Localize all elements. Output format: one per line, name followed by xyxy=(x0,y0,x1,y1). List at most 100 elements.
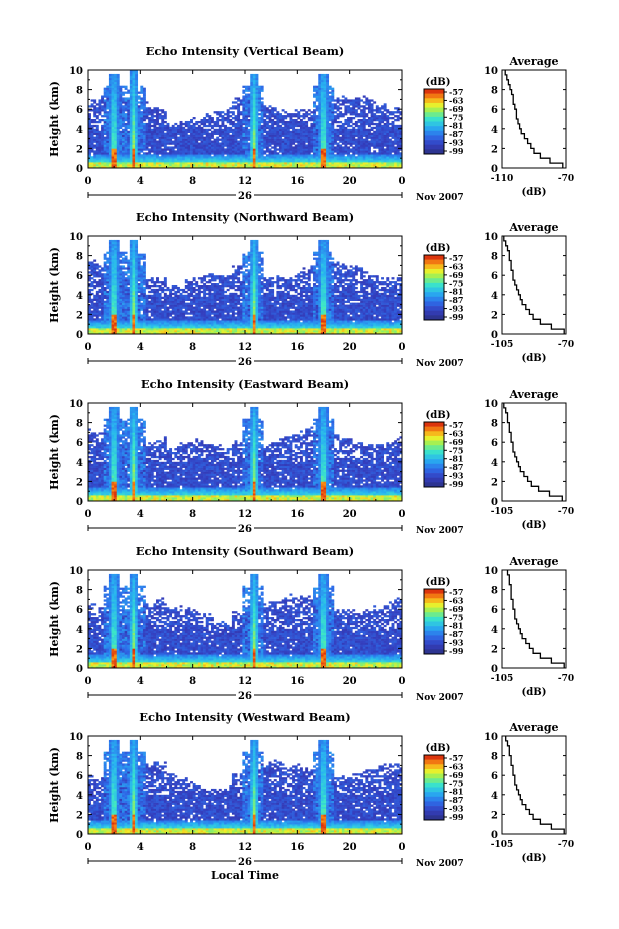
heatmap-cell xyxy=(273,109,277,112)
heatmap-cell xyxy=(381,130,384,134)
heatmap-cell xyxy=(116,140,120,143)
heatmap-cell xyxy=(145,113,149,116)
heatmap-cell xyxy=(135,318,139,321)
heatmap-cell xyxy=(297,164,301,167)
heatmap-cell xyxy=(171,124,175,128)
heatmap-cell xyxy=(373,164,377,167)
heatmap-cell xyxy=(108,111,112,114)
heatmap-cell xyxy=(349,142,353,145)
heatmap-cell xyxy=(250,89,254,92)
heatmap-cell xyxy=(391,162,395,165)
heatmap-cell xyxy=(111,292,115,296)
heatmap-cell xyxy=(190,128,193,132)
heatmap-cell xyxy=(195,128,199,132)
heatmap-cell xyxy=(226,142,230,145)
heatmap-cell xyxy=(98,269,102,272)
heatmap-cell xyxy=(119,124,123,128)
heatmap-cell xyxy=(124,97,128,100)
heatmap-cell xyxy=(318,136,322,139)
heatmap-cell xyxy=(119,107,123,110)
heatmap-cell xyxy=(158,136,162,139)
heatmap-cell xyxy=(370,107,374,110)
heatmap-cell xyxy=(132,330,136,333)
heatmap-cell xyxy=(111,128,115,132)
heatmap-cell xyxy=(292,122,296,126)
heatmap-cell xyxy=(360,132,364,135)
heatmap-cell xyxy=(174,164,178,167)
heatmap-cell xyxy=(313,119,316,122)
heatmap-cell xyxy=(114,324,118,327)
heatmap-cell xyxy=(171,154,175,157)
heatmap-cell xyxy=(394,138,398,141)
heatmap-cell xyxy=(127,318,131,321)
heatmap-cell xyxy=(216,154,220,157)
heatmap-cell xyxy=(153,140,157,143)
heatmap-cell xyxy=(88,140,91,143)
heatmap-cell xyxy=(200,122,204,126)
heatmap-cell xyxy=(140,314,144,317)
x-tick-label: 16 xyxy=(290,176,304,187)
heatmap-cell xyxy=(132,239,136,243)
heatmap-cell xyxy=(187,154,191,157)
heatmap-cell xyxy=(388,140,392,143)
heatmap-cell xyxy=(281,154,285,157)
heatmap-cell xyxy=(174,154,178,157)
heatmap-cell xyxy=(187,150,191,153)
heatmap-cell xyxy=(187,120,191,124)
heatmap-cell xyxy=(286,160,290,163)
heatmap-cell xyxy=(135,77,139,81)
heatmap-cell xyxy=(305,130,309,134)
heatmap-cell xyxy=(208,150,212,153)
heatmap-cell xyxy=(132,318,136,321)
heatmap-cell xyxy=(135,281,139,284)
heatmap-cell xyxy=(95,150,99,153)
heatmap-cell xyxy=(294,115,298,118)
heatmap-cell xyxy=(250,144,254,147)
heatmap-cell xyxy=(281,144,285,147)
heatmap-cell xyxy=(122,273,125,276)
heatmap-cell xyxy=(394,150,398,153)
heatmap-cell xyxy=(137,261,141,264)
heatmap-cell xyxy=(158,320,162,323)
heatmap-cell xyxy=(150,308,154,311)
heatmap-cell xyxy=(127,97,131,100)
heatmap-cell xyxy=(108,134,112,137)
heatmap-cell xyxy=(289,146,293,149)
heatmap-cell xyxy=(101,269,104,272)
heatmap-cell xyxy=(116,111,120,114)
heatmap-cell xyxy=(357,142,361,145)
heatmap-cell xyxy=(156,148,159,151)
heatmap-cell xyxy=(95,292,99,296)
heatmap-cell xyxy=(90,273,94,276)
heatmap-cell xyxy=(276,158,280,161)
heatmap-cell xyxy=(116,93,120,96)
heatmap-cell xyxy=(336,134,340,137)
heatmap-cell xyxy=(313,144,316,147)
colorbar-segment xyxy=(424,89,444,94)
heatmap-cell xyxy=(245,166,248,169)
heatmap-cell xyxy=(98,120,102,124)
heatmap-cell xyxy=(142,144,146,147)
heatmap-cell xyxy=(373,117,377,120)
heatmap-cell xyxy=(255,132,259,135)
heatmap-cell xyxy=(111,281,115,284)
heatmap-cell xyxy=(169,134,173,137)
heatmap-cell xyxy=(349,164,353,167)
heatmap-cell xyxy=(218,166,222,169)
heatmap-cell xyxy=(90,314,94,317)
heatmap-cell xyxy=(260,113,264,116)
heatmap-cell xyxy=(323,89,327,92)
heatmap-cell xyxy=(158,162,162,165)
heatmap-cell xyxy=(93,263,97,266)
heatmap-cell xyxy=(98,326,102,329)
heatmap-cell xyxy=(158,328,162,331)
heatmap-cell xyxy=(140,318,144,321)
heatmap-cell xyxy=(93,111,97,114)
heatmap-cell xyxy=(388,111,392,114)
heatmap-cell xyxy=(135,166,139,169)
heatmap-cell xyxy=(158,304,162,307)
heatmap-cell xyxy=(281,152,285,155)
heatmap-cell xyxy=(365,158,369,161)
heatmap-cell xyxy=(127,144,131,147)
heatmap-cell xyxy=(391,150,395,153)
